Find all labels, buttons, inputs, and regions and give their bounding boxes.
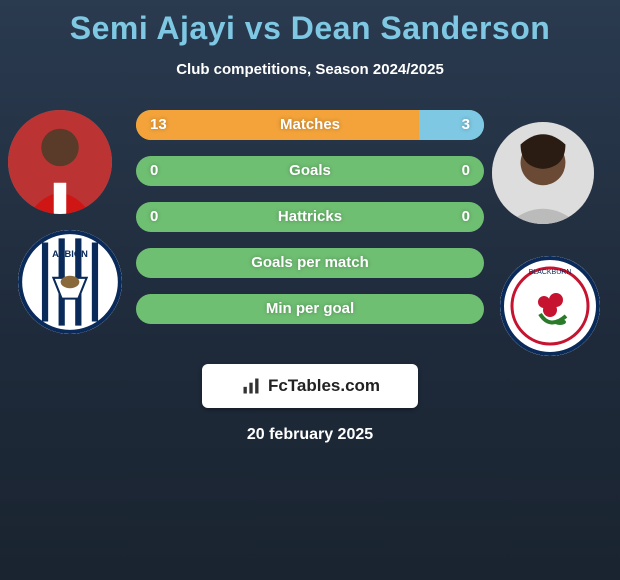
stat-label: Matches (136, 110, 484, 140)
stat-label: Goals per match (136, 248, 484, 278)
stat-value-right: 0 (448, 202, 484, 232)
stat-bars: Matches133Goals00Hattricks00Goals per ma… (136, 110, 484, 340)
stat-value-left: 0 (136, 202, 172, 232)
player-left-avatar (8, 110, 112, 214)
stat-row: Min per goal (136, 294, 484, 324)
stat-value-left: 0 (136, 156, 172, 186)
player-right-avatar (492, 122, 594, 224)
club-left-crest: ALBION (18, 230, 122, 334)
svg-text:ALBION: ALBION (52, 249, 88, 259)
page-subtitle: Club competitions, Season 2024/2025 (0, 61, 620, 78)
stat-label: Min per goal (136, 294, 484, 324)
svg-text:BLACKBURN: BLACKBURN (529, 269, 572, 276)
brand-text: FcTables.com (268, 376, 380, 396)
club-right-crest: BLACKBURN (500, 256, 600, 356)
chart-icon (240, 376, 262, 396)
stat-row: Goals0 0 (136, 156, 484, 186)
stat-row: Hattricks0 0 (136, 202, 484, 232)
stat-label: Hattricks (136, 202, 484, 232)
stat-row: Matches13 3 (136, 110, 484, 140)
brand-badge: FcTables.com (202, 364, 418, 408)
comparison-panel: ALBION BLACKBURN Matches133Goals00Hattri… (0, 110, 620, 360)
club-left-crest-icon: ALBION (18, 230, 122, 334)
player-right-photo-icon (492, 122, 594, 224)
stat-label: Goals (136, 156, 484, 186)
page-title: Semi Ajayi vs Dean Sanderson (0, 0, 620, 47)
stat-value-left: 13 (136, 110, 181, 140)
stat-row: Goals per match (136, 248, 484, 278)
date-text: 20 february 2025 (0, 426, 620, 444)
stat-value-right: 3 (448, 110, 484, 140)
club-right-crest-icon: BLACKBURN (500, 256, 600, 356)
player-left-photo-icon (8, 110, 112, 214)
stat-value-right: 0 (448, 156, 484, 186)
